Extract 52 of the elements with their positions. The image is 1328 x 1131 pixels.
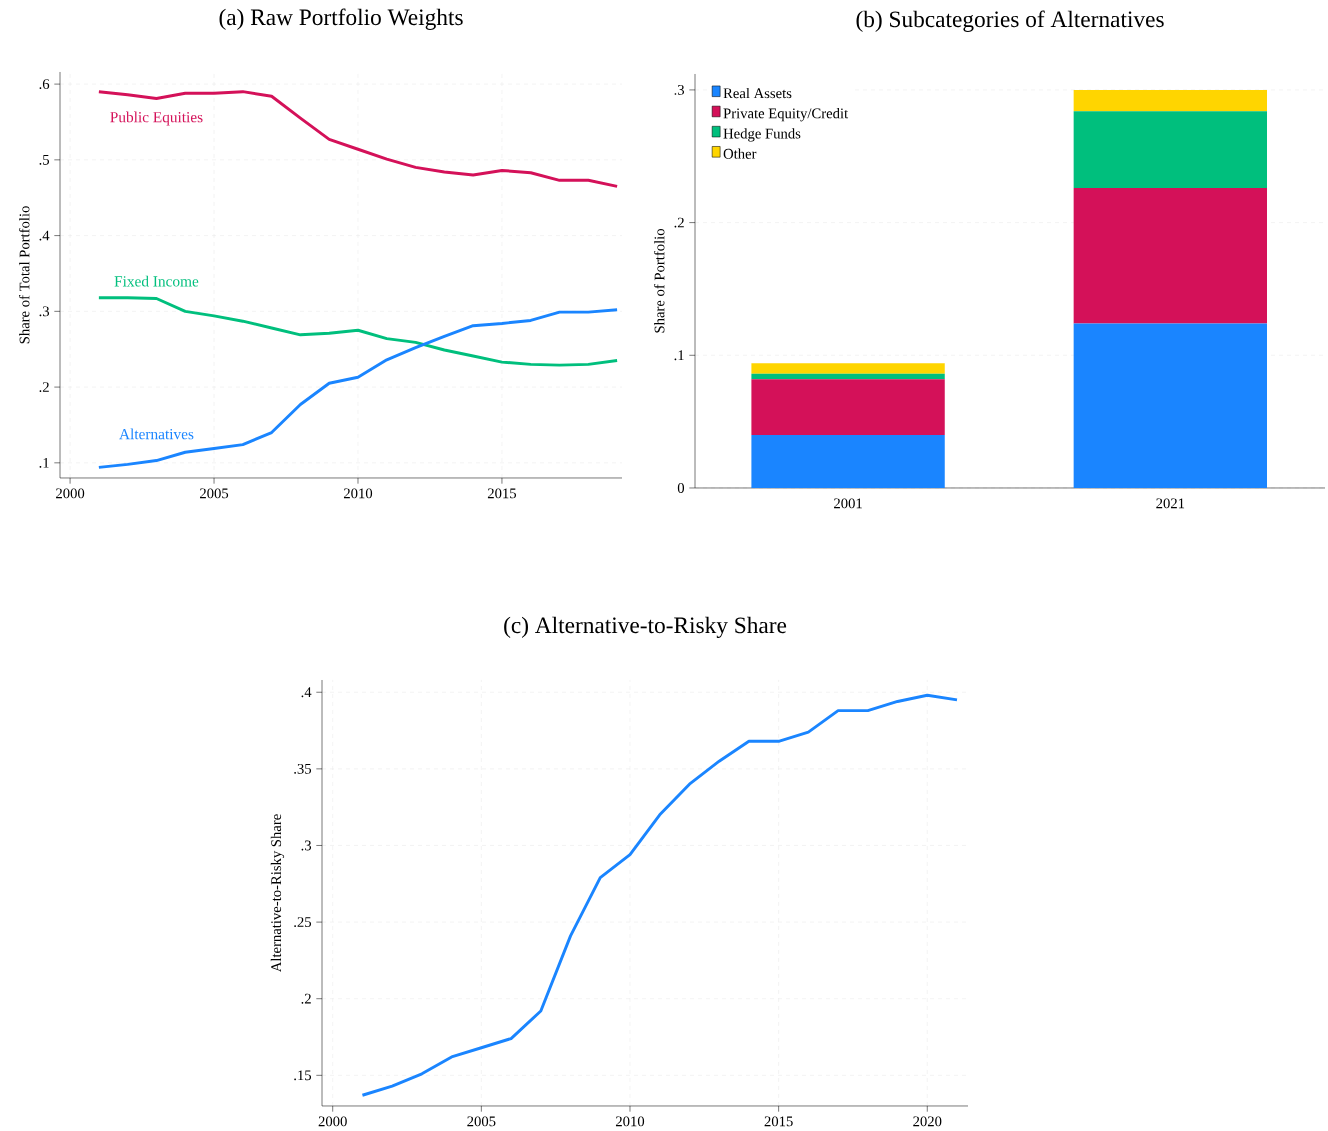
bar	[751, 373, 945, 380]
line-series	[360, 693, 959, 1097]
line-series	[97, 90, 619, 188]
bar	[1073, 323, 1267, 488]
x-tick-label: 2021	[1156, 498, 1185, 509]
y-tick-label: .35	[294, 763, 312, 774]
line-series	[97, 308, 619, 469]
x-tick-label: 2015	[764, 1116, 793, 1127]
x-tick-label: 2000	[318, 1116, 347, 1127]
bar	[1073, 89, 1267, 112]
bar	[751, 363, 945, 374]
y-tick-label: .4	[301, 687, 312, 698]
chart-title: (c) Alternative-to-Risky Share	[504, 616, 787, 638]
x-tick-label: 2020	[913, 1116, 942, 1127]
bar	[751, 379, 945, 435]
y-tick-label: .2	[674, 217, 684, 228]
line-series	[97, 296, 619, 367]
bar	[751, 434, 945, 488]
y-tick-label: .6	[39, 79, 50, 90]
y-axis-title: Alternative-to-Risky Share	[270, 814, 285, 973]
y-tick-label: .15	[294, 1070, 312, 1081]
series-label: Public Equities	[110, 111, 203, 126]
y-axis-title: Share of Portfolio	[653, 229, 665, 333]
y-tick-label: .1	[39, 457, 49, 468]
legend-label: Other	[723, 148, 757, 159]
legend-label: Real Assets	[723, 87, 792, 99]
y-tick-label: .3	[674, 84, 685, 95]
y-tick-label: 0	[677, 483, 685, 493]
x-tick-label: 2010	[615, 1116, 645, 1127]
x-tick-label: 2005	[200, 488, 229, 499]
legend-label: Hedge Funds	[723, 128, 801, 142]
x-tick-label: 2005	[467, 1116, 496, 1127]
legend-label: Private Equity/Credit	[723, 108, 849, 122]
y-tick-label: .3	[301, 840, 312, 851]
series-label: Alternatives	[119, 428, 194, 440]
y-tick-label: .5	[39, 154, 50, 165]
series-label: Fixed Income	[114, 275, 199, 287]
x-tick-label: 2001	[834, 498, 862, 509]
chart-title: (a) Raw Portfolio Weights	[219, 8, 463, 30]
chart-title: (b) Subcategories of Alternatives	[856, 10, 1164, 32]
y-tick-label: .3	[39, 306, 50, 317]
y-axis-title: Share of Total Portfolio	[18, 206, 30, 344]
x-tick-label: 2010	[343, 488, 373, 499]
y-tick-label: .1	[674, 350, 684, 361]
y-tick-label: .25	[294, 917, 312, 928]
y-tick-label: .4	[39, 230, 50, 241]
bar	[1073, 188, 1267, 324]
x-tick-label: 2015	[487, 488, 517, 499]
y-tick-label: .2	[39, 382, 49, 393]
x-tick-label: 2000	[56, 488, 85, 499]
y-tick-label: .2	[301, 993, 311, 1004]
bar	[1073, 111, 1267, 189]
